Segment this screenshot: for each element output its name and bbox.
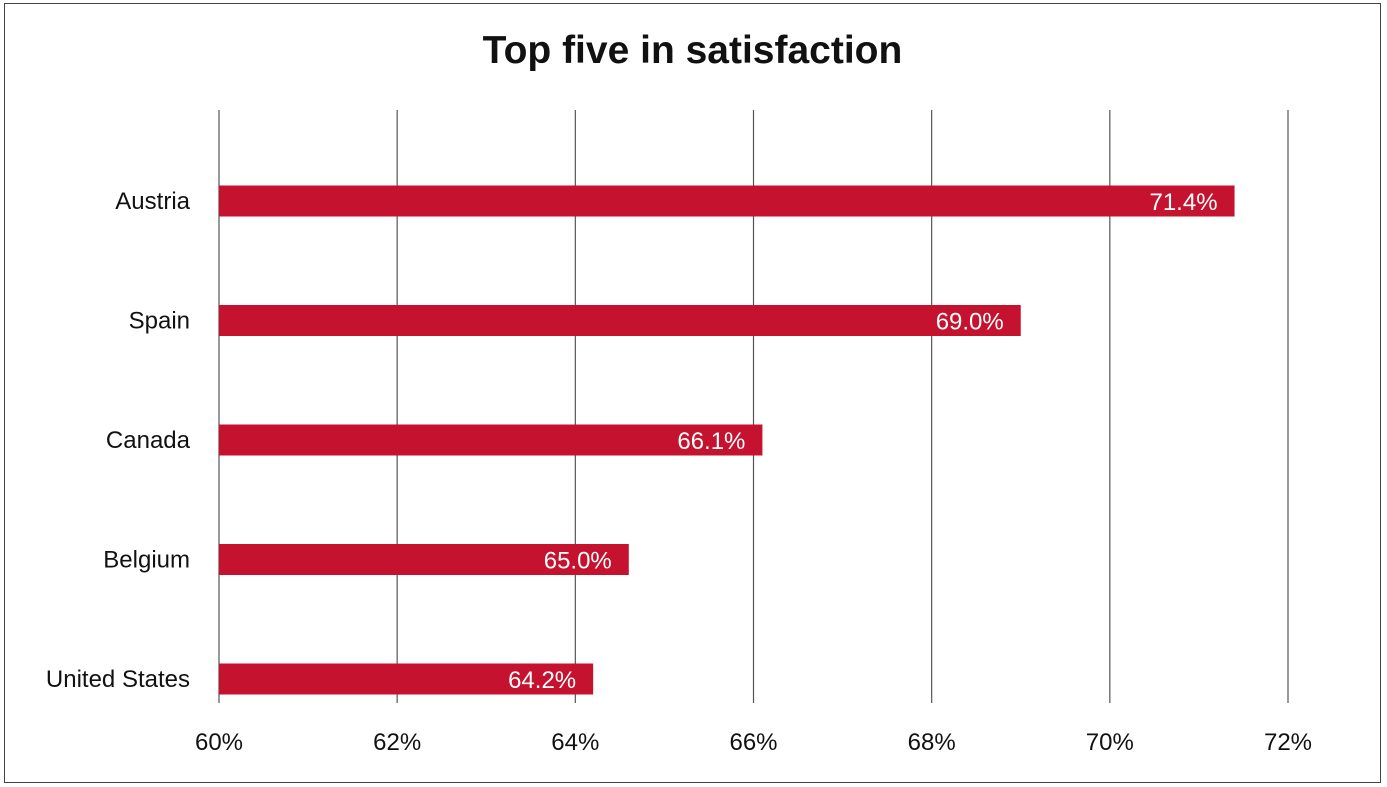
x-tick-label: 66% — [729, 729, 777, 756]
chart-frame: Top five in satisfaction — [4, 3, 1381, 783]
x-tick-label: 70% — [1086, 729, 1134, 756]
data-label: 66.1% — [677, 428, 745, 455]
labels: 60% 62% 64% 66% 68% 70% 72% Austria 71.4% Spain 69… — [46, 188, 1312, 756]
category-label: Spain — [129, 308, 190, 335]
x-tick-label: 68% — [908, 729, 956, 756]
category-label: Belgium — [103, 547, 190, 574]
category-label: Austria — [115, 188, 190, 215]
data-label: 69.0% — [936, 309, 1004, 336]
x-tick-label: 64% — [551, 729, 599, 756]
bar-austria — [219, 185, 1235, 217]
x-tick-label: 62% — [373, 729, 421, 756]
x-tick-label: 72% — [1264, 729, 1312, 756]
category-label: Canada — [106, 427, 191, 454]
x-tick-label: 60% — [195, 729, 243, 756]
chart-title: Top five in satisfaction — [482, 29, 903, 72]
data-label: 65.0% — [544, 548, 612, 575]
bar-canada — [219, 424, 763, 456]
bar-united-states — [219, 663, 594, 695]
bars — [219, 185, 1235, 695]
data-label: 64.2% — [508, 667, 576, 694]
category-label: United States — [46, 666, 190, 693]
bar-belgium — [219, 544, 629, 575]
data-label: 71.4% — [1149, 189, 1217, 216]
bar-spain — [219, 305, 1021, 336]
